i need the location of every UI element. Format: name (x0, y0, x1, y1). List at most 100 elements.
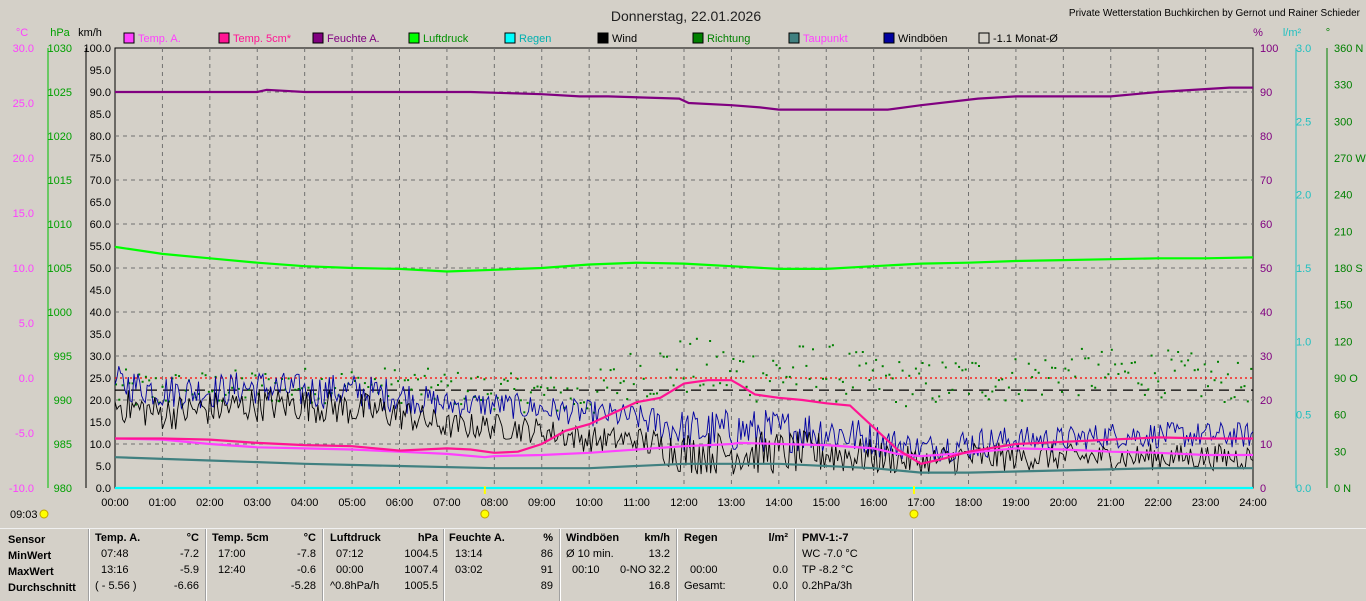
direction-point (599, 368, 602, 371)
direction-point (300, 387, 303, 390)
direction-point (357, 376, 360, 379)
direction-point (662, 355, 665, 358)
direction-point (466, 390, 469, 393)
humidity-unit-label: % (1253, 27, 1263, 39)
direction-tick-label: 210 (1334, 226, 1352, 238)
legend-label: Temp. A. (138, 33, 181, 45)
direction-point (397, 380, 400, 383)
direction-point (510, 372, 512, 375)
direction-point (1223, 401, 1226, 403)
direction-point (795, 383, 798, 386)
direction-point (921, 362, 924, 364)
wind-tick-label: 50.0 (90, 263, 111, 275)
wind-tick-label: 55.0 (90, 241, 111, 253)
legend-swatch (978, 32, 990, 44)
wind-tick-label: 65.0 (90, 197, 111, 209)
direction-point (924, 382, 927, 385)
x-tick-label: 24:00 (1239, 497, 1267, 509)
direction-point (675, 368, 678, 371)
direction-point (1160, 396, 1163, 399)
pressure-tick-label: 985 (54, 439, 72, 451)
direction-point (304, 367, 307, 370)
direction-point (1097, 363, 1100, 366)
direction-tick-label: 360 N (1334, 43, 1363, 55)
direction-point (583, 401, 585, 404)
direction-point (1210, 370, 1213, 373)
direction-point (1094, 386, 1097, 389)
direction-point (838, 378, 841, 381)
direction-point (891, 377, 894, 380)
direction-point (221, 399, 224, 402)
pmv-pressure-trend: 0.2hPa/3h (802, 580, 853, 592)
direction-point (556, 409, 559, 412)
x-tick-label: 21:00 (1097, 497, 1125, 509)
temp-5cm-head: Temp. 5cm (212, 532, 269, 544)
temp-5cm-max-time: 12:40 (218, 564, 246, 576)
wind-tick-label: 25.0 (90, 373, 111, 385)
direction-point (453, 402, 456, 405)
direction-point (576, 387, 579, 390)
direction-point (981, 391, 984, 394)
direction-point (211, 390, 214, 393)
humidity-tick-label: 100 (1260, 43, 1278, 55)
direction-point (1200, 395, 1203, 398)
direction-point (848, 352, 851, 355)
direction-point (500, 382, 502, 385)
direction-point (798, 345, 801, 348)
direction-point (476, 375, 479, 378)
direction-point (1017, 393, 1020, 396)
direction-point (984, 394, 987, 397)
direction-point (1213, 379, 1216, 382)
weather-chart: 00:00 01:00 02:00 03:00 04:00 05:00 06:00 07:00… (9, 8, 1366, 521)
direction-point (297, 388, 300, 390)
direction-point (722, 351, 725, 354)
pressure-trend: ^0.8hPa/h (330, 580, 380, 592)
direction-point (1090, 384, 1093, 387)
rain-max-time: 00:00 (690, 564, 718, 576)
wind-tick-label: 30.0 (90, 351, 111, 363)
series-layer (114, 86, 1254, 490)
direction-point (264, 373, 267, 375)
legend-swatch (692, 32, 704, 44)
row-label-max: MaxWert (8, 566, 54, 578)
direction-point (553, 386, 556, 389)
direction-point (682, 377, 685, 380)
direction-point (1110, 348, 1113, 351)
wind-tick-label: 85.0 (90, 109, 111, 121)
pmv-dewpoint: TP -8.2 °C (802, 564, 854, 576)
direction-point (168, 400, 171, 403)
direction-point (569, 397, 572, 400)
series-wind (114, 388, 1254, 476)
direction-point (1240, 386, 1243, 389)
direction-point (672, 384, 675, 387)
direction-point (1074, 375, 1077, 378)
direction-point (742, 360, 745, 363)
direction-point (1180, 360, 1183, 363)
direction-point (692, 375, 695, 378)
direction-point (845, 392, 848, 395)
direction-point (626, 398, 629, 401)
direction-point (410, 388, 413, 391)
wind-tick-label: 60.0 (90, 219, 111, 231)
direction-point (529, 391, 532, 394)
direction-point (174, 374, 177, 377)
direction-point (1173, 369, 1176, 372)
direction-point (1217, 360, 1219, 363)
direction-point (1117, 373, 1120, 375)
direction-point (752, 355, 755, 358)
x-tick-label: 20:00 (1050, 497, 1078, 509)
direction-tick-label: 150 (1334, 300, 1352, 312)
pmv-head: PMV-1:-7 (802, 532, 849, 544)
direction-point (792, 366, 795, 369)
direction-point (164, 399, 167, 402)
direction-point (749, 394, 751, 397)
direction-point (951, 388, 954, 391)
direction-point (1070, 358, 1073, 361)
direction-point (1104, 376, 1107, 379)
direction-point (666, 355, 668, 358)
direction-point (1193, 369, 1196, 372)
rain-max-value: 0.0 (772, 564, 788, 576)
direction-point (443, 373, 446, 376)
direction-point (828, 345, 831, 348)
direction-point (207, 390, 210, 393)
